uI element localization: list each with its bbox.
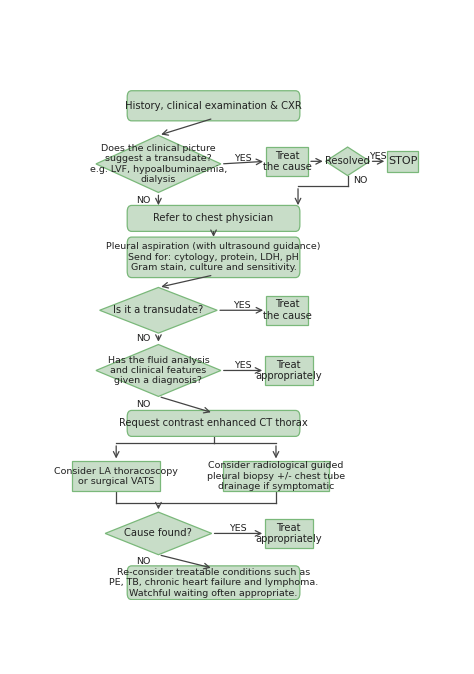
Text: Re-consider treatable conditions such as
PE, TB, chronic heart failure and lymph: Re-consider treatable conditions such as… <box>109 568 318 598</box>
Text: Resolved: Resolved <box>325 156 370 166</box>
Text: Treat
the cause: Treat the cause <box>263 299 311 321</box>
FancyBboxPatch shape <box>127 206 300 231</box>
FancyBboxPatch shape <box>127 566 300 600</box>
Bar <box>265 519 313 548</box>
Text: Refer to chest physician: Refer to chest physician <box>154 214 273 223</box>
Text: Treat
appropriately: Treat appropriately <box>255 522 322 544</box>
Polygon shape <box>105 512 212 555</box>
Text: Treat
appropriately: Treat appropriately <box>255 360 322 381</box>
Bar <box>266 296 308 325</box>
Text: NO: NO <box>136 195 150 205</box>
FancyBboxPatch shape <box>127 410 300 436</box>
Text: Cause found?: Cause found? <box>125 528 192 539</box>
Bar <box>223 461 329 491</box>
Text: NO: NO <box>353 177 367 185</box>
Text: YES: YES <box>234 361 252 370</box>
Bar <box>387 151 419 172</box>
Polygon shape <box>326 147 370 176</box>
Text: History, clinical examination & CXR: History, clinical examination & CXR <box>125 101 302 111</box>
Text: YES: YES <box>233 301 250 309</box>
Text: Does the clinical picture
suggest a transudate?
e.g. LVF, hypoalbuminaemia,
dial: Does the clinical picture suggest a tran… <box>90 144 227 184</box>
Text: Consider LA thoracoscopy
or surgical VATS: Consider LA thoracoscopy or surgical VAT… <box>54 466 178 486</box>
Text: YES: YES <box>235 154 252 163</box>
Text: YES: YES <box>370 152 387 160</box>
Text: NO: NO <box>136 557 150 566</box>
Polygon shape <box>100 287 217 333</box>
Text: NO: NO <box>136 334 150 343</box>
Text: Treat
the cause: Treat the cause <box>263 150 311 172</box>
Text: YES: YES <box>229 524 247 532</box>
Text: Request contrast enhanced CT thorax: Request contrast enhanced CT thorax <box>119 419 308 429</box>
Text: Is it a transudate?: Is it a transudate? <box>113 305 203 315</box>
Text: Consider radiological guided
pleural biopsy +/- chest tube
drainage if symptomat: Consider radiological guided pleural bio… <box>207 462 345 491</box>
FancyBboxPatch shape <box>127 237 300 278</box>
Bar <box>266 147 308 176</box>
FancyBboxPatch shape <box>127 91 300 121</box>
Polygon shape <box>96 135 221 193</box>
Bar <box>265 356 313 385</box>
Bar <box>72 461 160 491</box>
Text: STOP: STOP <box>388 156 418 166</box>
Text: NO: NO <box>136 400 150 409</box>
Text: Pleural aspiration (with ultrasound guidance)
Send for: cytology, protein, LDH, : Pleural aspiration (with ultrasound guid… <box>106 243 321 272</box>
Polygon shape <box>96 344 221 396</box>
Text: Has the fluid analysis
and clinical features
given a diagnosis?: Has the fluid analysis and clinical feat… <box>108 356 210 386</box>
